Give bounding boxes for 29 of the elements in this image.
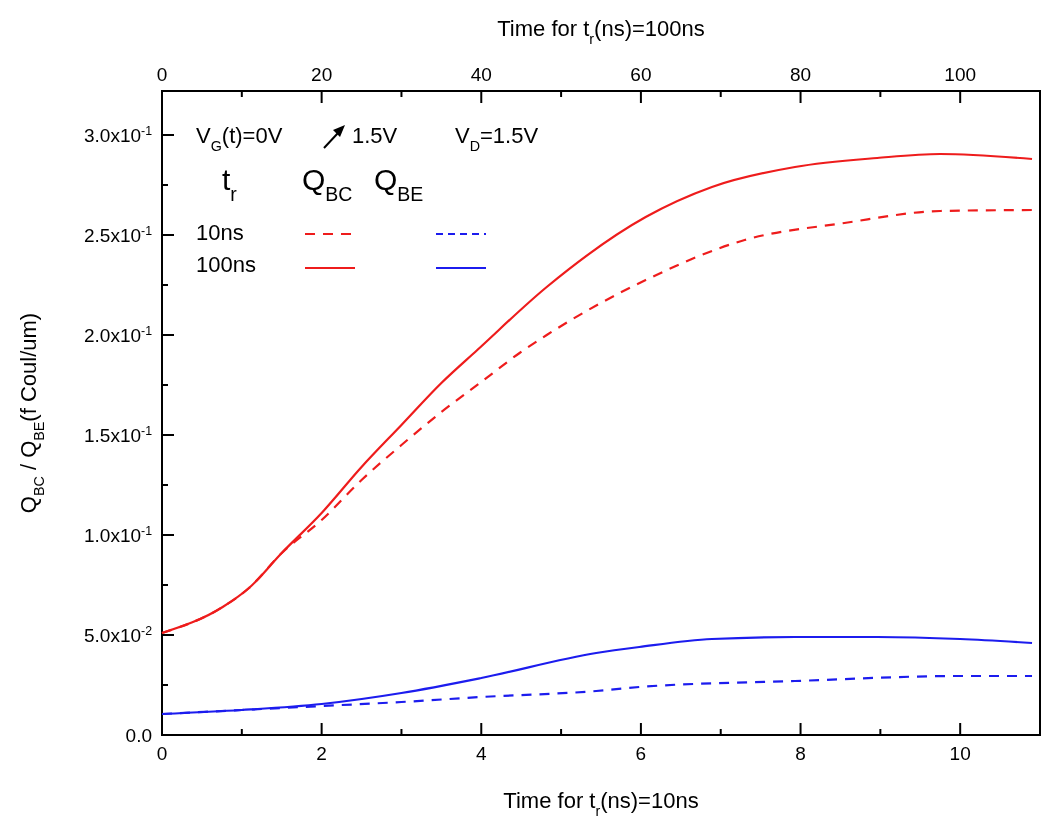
x-tick-label: 2	[316, 743, 327, 764]
x2-tick-label: 0	[156, 64, 168, 85]
annotation: 1.5V	[352, 123, 398, 148]
y-tick-label: 2.0x10$^{-1}$	[83, 324, 153, 346]
y-tick-label: 0.0	[125, 725, 152, 746]
annotation: Q$_{BC}$	[302, 163, 353, 205]
annotation: V$_{G}$(t)=0V	[196, 123, 283, 154]
x-tick-label: 10	[949, 743, 971, 764]
x-tick-label: 8	[795, 743, 806, 764]
x2-tick-label: 80	[789, 64, 812, 85]
y-tick-label: 2.5x10$^{-1}$	[83, 224, 153, 246]
y-tick-label: 5.0x10$^{-2}$	[83, 624, 153, 646]
annotation: t$_{r}$	[222, 163, 238, 205]
x-axis-title: Time for t$_{r}$(ns)=10ns	[503, 788, 699, 819]
y-tick-label: 3.0x10$^{-1}$	[83, 124, 153, 146]
annotation: 100ns	[196, 252, 256, 277]
x2-tick-label: 100	[944, 64, 977, 85]
x2-tick-label: 60	[630, 64, 652, 85]
x2-tick-label: 40	[470, 64, 492, 85]
annotation: Q$_{BE}$	[374, 163, 424, 205]
x2-axis-title: Time for t$_{r}$(ns)=100ns	[497, 16, 705, 47]
x-tick-label: 0	[156, 743, 168, 764]
y-tick-label: 1.0x10$^{-1}$	[83, 524, 153, 546]
annotation: V$_{D}$=1.5V	[455, 123, 539, 154]
x-tick-label: 6	[635, 743, 647, 764]
x2-tick-label: 20	[311, 64, 333, 85]
y-tick-label: 1.5x10$^{-1}$	[83, 424, 153, 446]
annotation: 10ns	[196, 220, 244, 245]
x-tick-label: 4	[475, 743, 487, 764]
